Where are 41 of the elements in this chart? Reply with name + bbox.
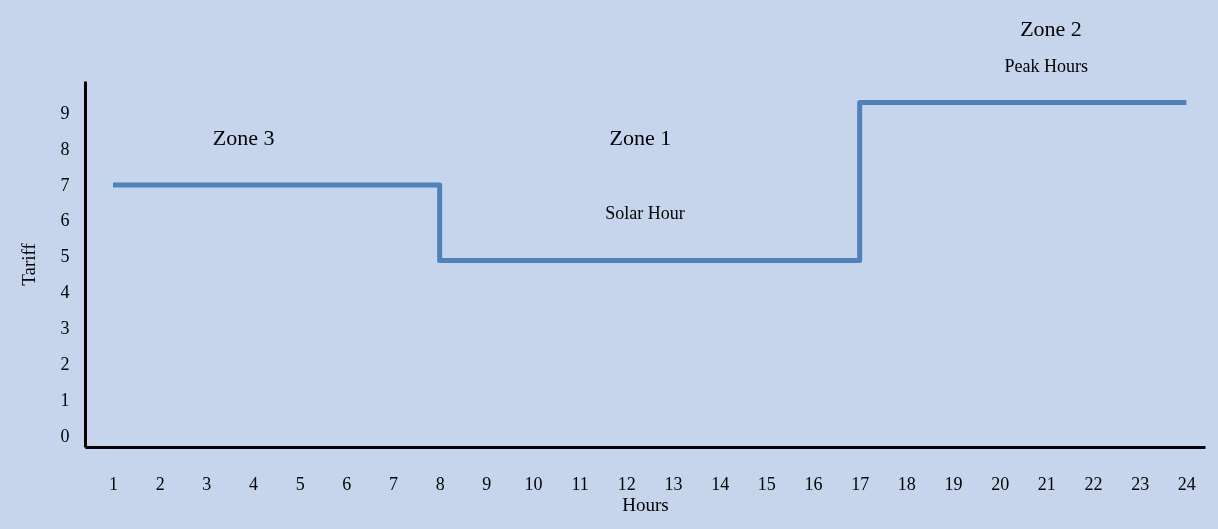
y-tick-label: 9 bbox=[60, 102, 70, 123]
x-tick-label: 22 bbox=[1084, 473, 1103, 494]
x-tick-label: 8 bbox=[435, 473, 445, 494]
y-tick-label: 3 bbox=[60, 318, 70, 339]
annotation: Zone 3 bbox=[212, 125, 275, 151]
y-tick-label: 6 bbox=[60, 210, 70, 231]
x-tick-label: 7 bbox=[389, 473, 398, 494]
x-axis-title: Hours bbox=[622, 493, 669, 515]
text: Peak Hours bbox=[1004, 55, 1089, 76]
x-tick-label: 20 bbox=[991, 473, 1010, 494]
x-tick-label: 3 bbox=[202, 473, 212, 494]
x-tick-label: 5 bbox=[295, 473, 305, 494]
x-tick-label: 17 bbox=[851, 473, 870, 494]
y-tick-label: 4 bbox=[60, 282, 70, 303]
x-tick-label: 1 bbox=[109, 473, 118, 494]
y-tick-label: 1 bbox=[60, 389, 70, 410]
x-tick-label: 4 bbox=[249, 473, 258, 494]
x-tick-label: 11 bbox=[571, 473, 589, 494]
x-tick-label: 23 bbox=[1131, 473, 1150, 494]
x-tick-label: 6 bbox=[342, 473, 352, 494]
y-tick-label: 0 bbox=[60, 425, 70, 446]
x-tick-label: 9 bbox=[482, 473, 492, 494]
x-tick-label: 15 bbox=[757, 473, 776, 494]
y-tick-label: 7 bbox=[60, 174, 70, 195]
x-tick-label: 21 bbox=[1037, 473, 1056, 494]
annotation: Zone 1 bbox=[609, 125, 672, 151]
y-axis-title: Tariff bbox=[17, 242, 39, 286]
x-tick-label: 18 bbox=[897, 473, 916, 494]
x-tick-label: 14 bbox=[711, 473, 730, 494]
x-tick-label: 19 bbox=[944, 473, 963, 494]
x-tick-label: 16 bbox=[804, 473, 823, 494]
x-tick-label: 24 bbox=[1177, 473, 1196, 494]
x-tick-label: 10 bbox=[524, 473, 543, 494]
y-tick-label: 2 bbox=[60, 353, 70, 374]
y-tick-label: 8 bbox=[60, 138, 70, 159]
text: Zone 2 bbox=[1020, 15, 1082, 41]
annotation: Solar Hour bbox=[605, 202, 685, 223]
x-tick-label: 2 bbox=[155, 473, 165, 494]
x-tick-label: 12 bbox=[617, 473, 636, 494]
x-tick-label: 13 bbox=[664, 473, 683, 494]
y-tick-label: 5 bbox=[60, 246, 70, 267]
